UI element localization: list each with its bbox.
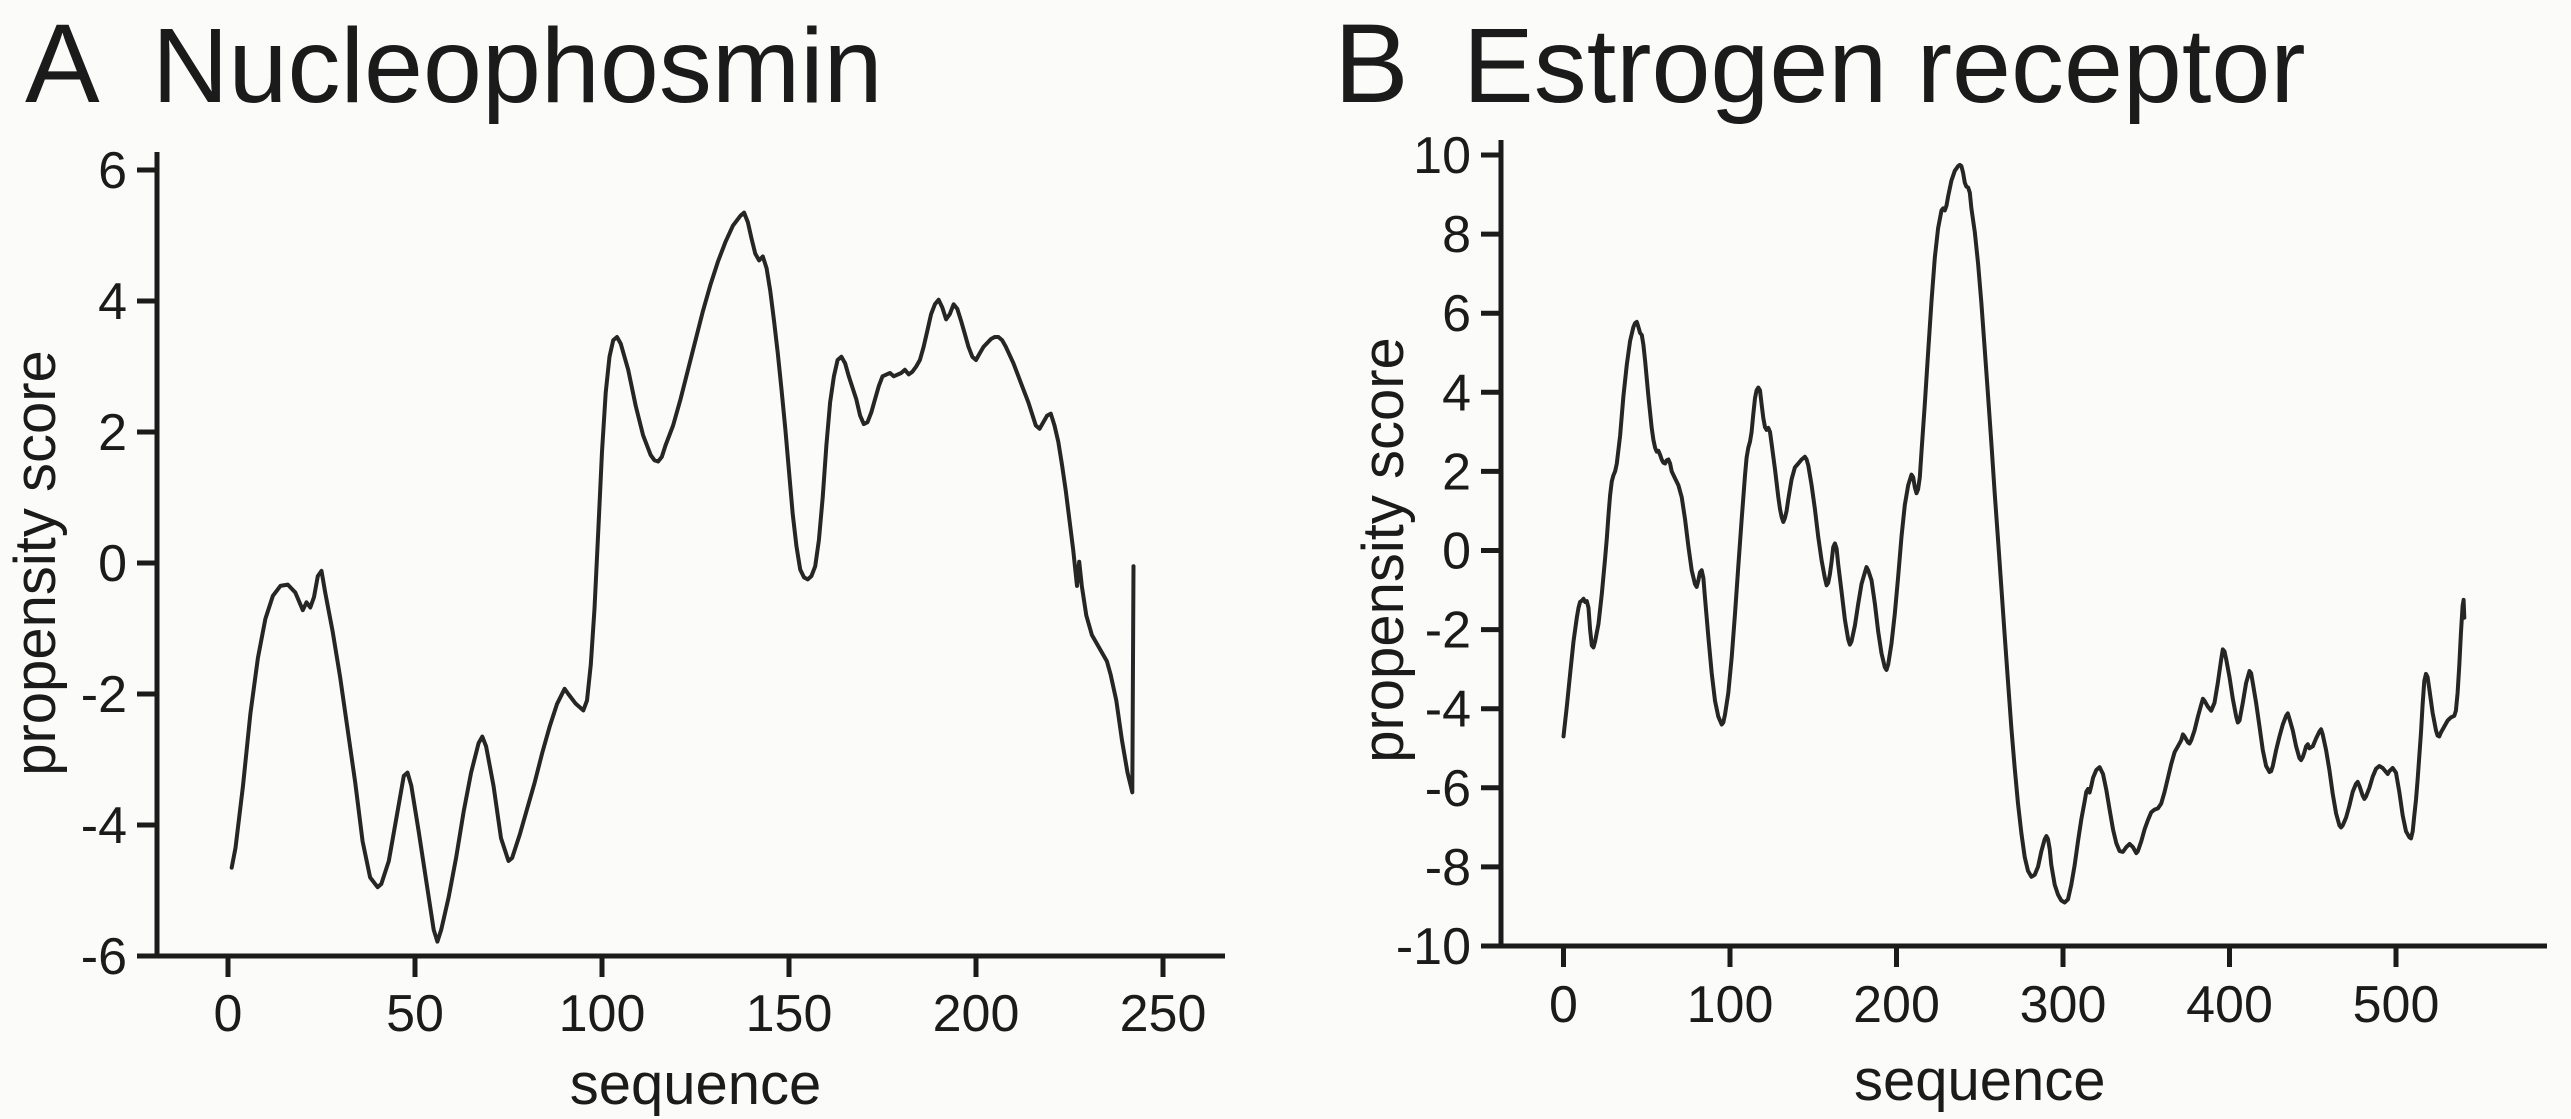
x-tick-label: 200 xyxy=(933,985,1020,1043)
x-tick-label: 100 xyxy=(1687,976,1774,1034)
y-tick-label: 2 xyxy=(98,404,127,462)
y-tick-label: 6 xyxy=(1442,285,1471,343)
y-tick-label: -4 xyxy=(81,797,127,855)
x-tick-label: 250 xyxy=(1120,985,1207,1043)
y-tick-label: 8 xyxy=(1442,206,1471,264)
x-tick-label: 0 xyxy=(1549,976,1578,1034)
y-tick-label: -8 xyxy=(1425,839,1471,897)
panel-a-plot-area: -6 -4 -2 0 2 4 6 0 50 100 150 200 250 sequence propens… xyxy=(3,142,1225,1117)
y-tick-label: 6 xyxy=(98,142,127,200)
y-tick-label: -6 xyxy=(1425,760,1471,818)
y-tick-label: 4 xyxy=(98,273,127,331)
panel-b-title: Estrogen receptor xyxy=(1463,7,2306,125)
chart-panel-a: A Nucleophosmin -6 -4 -2 0 2 4 6 0 50 100 150 200 25… xyxy=(3,1,1225,1117)
x-tick-label: 300 xyxy=(2020,976,2107,1034)
x-tick-label: 50 xyxy=(386,985,444,1043)
y-tick-label: 2 xyxy=(1442,443,1471,501)
y-tick-label: -2 xyxy=(81,666,127,724)
y-tick-label: 4 xyxy=(1442,364,1471,422)
x-tick-label: 100 xyxy=(559,985,646,1043)
x-tick-label: 500 xyxy=(2353,976,2440,1034)
panel-a-title: Nucleophosmin xyxy=(152,7,883,125)
y-tick-label: 0 xyxy=(98,535,127,593)
panel-a-letter: A xyxy=(25,1,100,126)
propensity-curve xyxy=(229,210,1136,944)
y-tick-label: -4 xyxy=(1425,681,1471,739)
x-tick-label: 200 xyxy=(1853,976,1940,1034)
panel-b-letter: B xyxy=(1334,1,1409,126)
y-tick-label: 0 xyxy=(1442,523,1471,581)
y-tick-label: -6 xyxy=(81,928,127,986)
y-tick-label: 10 xyxy=(1413,127,1471,185)
x-tick-label: 150 xyxy=(746,985,833,1043)
x-tick-label: 0 xyxy=(214,985,243,1043)
x-tick-label: 400 xyxy=(2186,976,2273,1034)
y-tick-label: -10 xyxy=(1396,918,1471,976)
y-axis-label: propensity score xyxy=(1351,337,1416,763)
y-axis-label: propensity score xyxy=(3,350,68,776)
y-tick-label: -2 xyxy=(1425,602,1471,660)
x-axis-label: sequence xyxy=(1854,1048,2106,1113)
propensity-curve xyxy=(1561,162,2467,905)
x-axis-label: sequence xyxy=(570,1052,822,1117)
